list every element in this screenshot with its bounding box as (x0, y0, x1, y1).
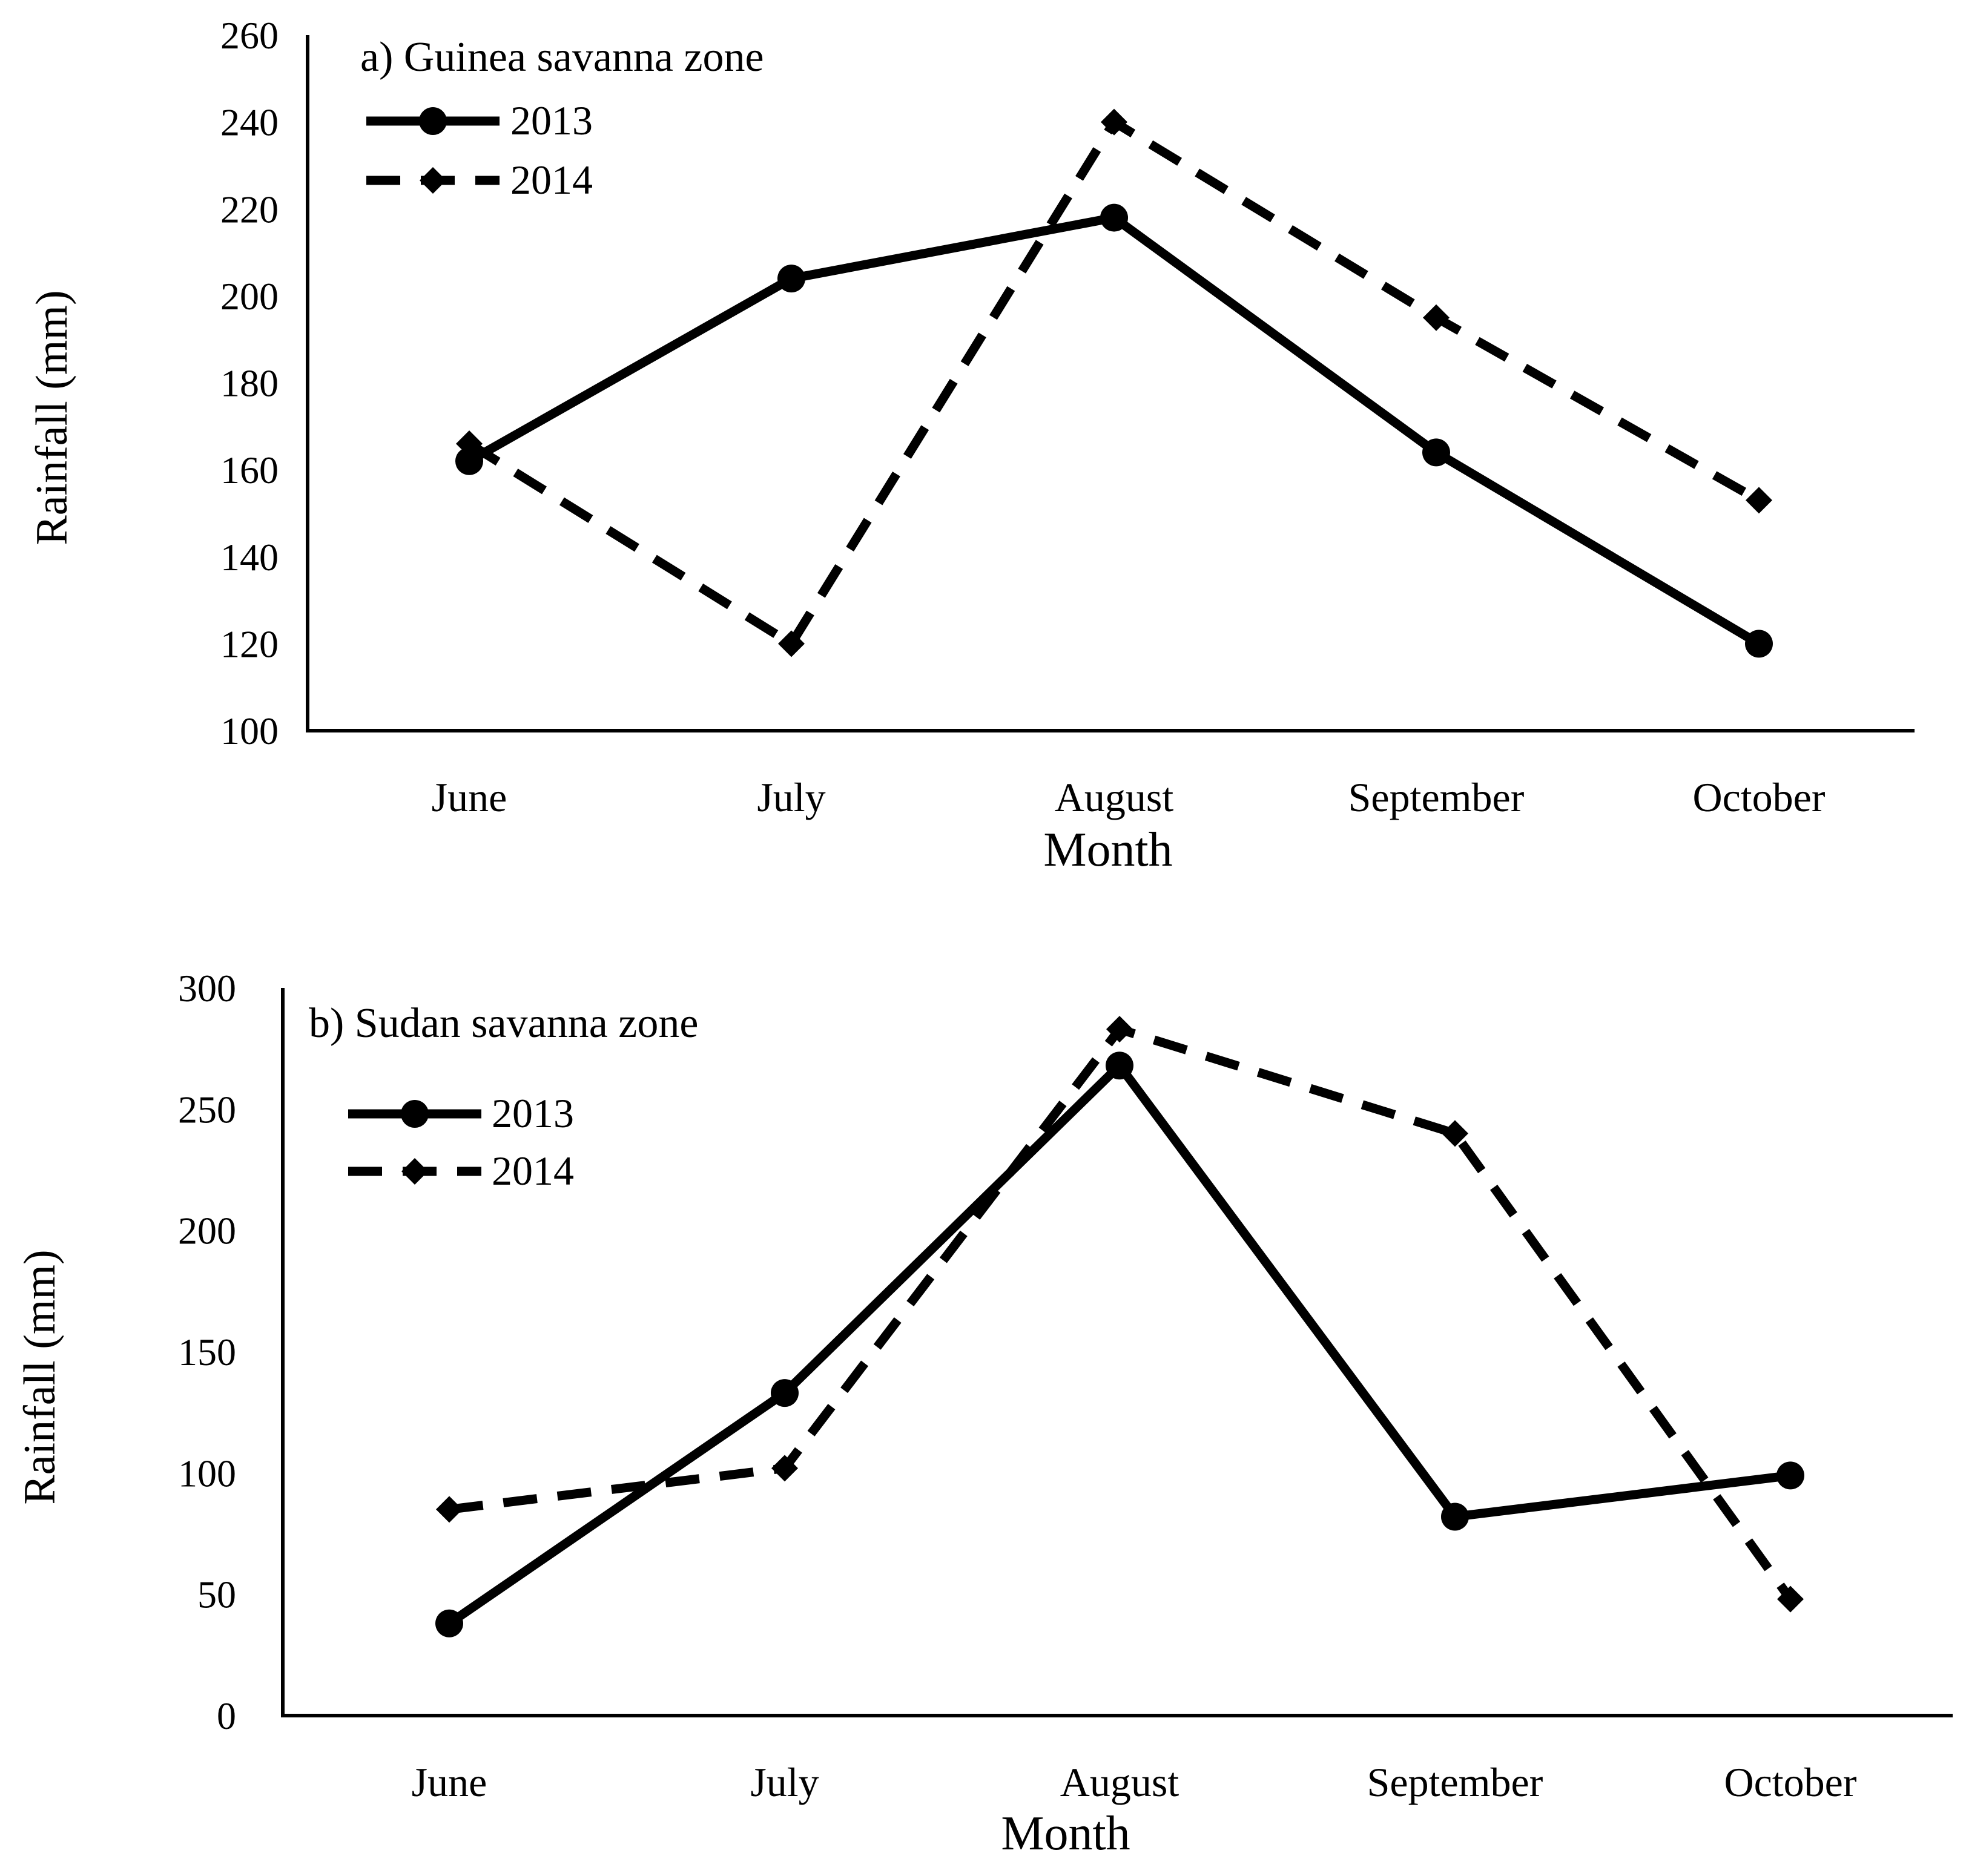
y-tick-label: 100 (178, 1452, 236, 1495)
y-tick-label: 220 (220, 188, 279, 231)
y-axis-label: Rainfall (mm) (15, 1249, 65, 1504)
point-2013-september (1441, 1502, 1469, 1531)
legend: 2013 2014 (366, 97, 593, 203)
point-2013-october (1745, 630, 1773, 658)
legend-label-2013: 2013 (510, 97, 593, 143)
y-tick-label: 100 (220, 709, 279, 752)
y-tick-label: 200 (220, 275, 279, 318)
point-2014-september (1423, 304, 1450, 331)
y-tick-label: 260 (220, 14, 279, 57)
chart-sudan-savanna: Rainfall (mm) b) Sudan savanna zone 0 50 1… (15, 967, 1953, 1860)
point-2014-june (436, 1496, 463, 1523)
point-2014-october (1777, 1585, 1804, 1613)
y-tick-label: 160 (220, 449, 279, 492)
x-tick-label-october: October (1724, 1759, 1856, 1805)
legend-item-2014: 2014 (348, 1148, 574, 1194)
series-2013 (435, 1052, 1804, 1637)
point-2013-september (1422, 438, 1450, 467)
series-line-2014 (449, 1024, 1795, 1602)
legend-label-2014: 2014 (492, 1148, 574, 1194)
y-tick-label: 150 (178, 1331, 236, 1374)
series-line-2013 (446, 1061, 1791, 1627)
point-2013-july (771, 1379, 799, 1407)
x-axis-label: Month (1043, 823, 1172, 877)
point-2013-october (1776, 1461, 1804, 1490)
y-tick-label: 180 (220, 362, 279, 405)
point-2014-september (1442, 1120, 1468, 1147)
series-2013 (455, 203, 1773, 658)
point-2013-june (455, 447, 483, 475)
legend-item-2014: 2014 (366, 157, 593, 203)
series-line-2014 (467, 117, 1761, 648)
legend-marker-2013 (419, 107, 447, 135)
y-tick-label: 120 (220, 622, 279, 665)
legend-marker-2014 (420, 167, 446, 194)
x-tick-label-july: July (750, 1759, 819, 1805)
y-tick-label: 0 (217, 1694, 236, 1737)
point-2013-august (1106, 1052, 1133, 1080)
point-2013-august (1100, 203, 1128, 232)
x-tick-label-september: September (1348, 774, 1525, 820)
x-tick-label-august: August (1060, 1759, 1179, 1805)
point-2013-june (435, 1609, 463, 1637)
chart-title: b) Sudan savanna zone (309, 1000, 698, 1047)
y-tick-label: 140 (220, 536, 279, 579)
legend-item-2013: 2013 (366, 97, 593, 143)
legend-marker-2013 (401, 1100, 429, 1128)
x-tick-label-september: September (1367, 1759, 1543, 1805)
y-tick-label: 300 (178, 967, 236, 1010)
point-2014-august (1101, 108, 1127, 136)
legend-label-2014: 2014 (510, 157, 593, 203)
x-axis-label: Month (1001, 1807, 1130, 1860)
x-tick-label-june: June (432, 774, 507, 820)
x-tick-label-june: June (412, 1759, 487, 1805)
point-2013-july (777, 265, 805, 293)
x-tick-label-august: August (1055, 774, 1174, 820)
x-tick-label-july: July (757, 774, 825, 820)
point-2014-october (1746, 487, 1772, 514)
chart-title: a) Guinea savanna zone (360, 34, 764, 81)
y-tick-label: 200 (178, 1210, 236, 1252)
y-tick-label: 50 (197, 1573, 236, 1616)
chart-guinea-savanna: Rainfall (mm) a) Guinea savanna zone 100… (27, 14, 1915, 877)
y-tick-label: 240 (220, 101, 279, 144)
legend-label-2013: 2013 (492, 1090, 574, 1136)
y-axis-label: Rainfall (mm) (27, 290, 77, 545)
y-tick-label: 250 (178, 1088, 236, 1131)
legend-item-2013: 2013 (348, 1090, 574, 1136)
point-2014-august (1106, 1016, 1133, 1043)
x-tick-label-october: October (1692, 774, 1825, 820)
series-2014 (456, 108, 1772, 657)
point-2014-july (778, 630, 805, 657)
series-2014 (436, 1016, 1804, 1613)
series-line-2013 (467, 213, 1761, 648)
legend: 2013 2014 (348, 1090, 574, 1194)
legend-marker-2014 (401, 1158, 428, 1185)
point-2014-july (771, 1455, 798, 1482)
